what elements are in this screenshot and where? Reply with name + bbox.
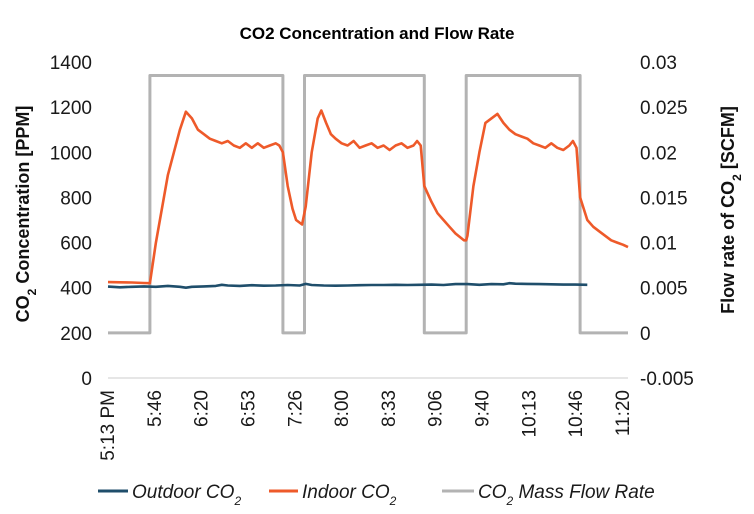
x-tick-label: 7:26 bbox=[285, 390, 306, 427]
legend-label: CO2 Mass Flow Rate bbox=[478, 482, 655, 508]
chart-title: CO2 Concentration and Flow Rate bbox=[240, 24, 515, 43]
x-tick-label: 10:46 bbox=[566, 390, 587, 438]
series-line-outdoor-co2 bbox=[107, 281, 588, 289]
y-left-tick-label: 1200 bbox=[50, 98, 92, 119]
legend-label: Indoor CO2 bbox=[302, 482, 397, 508]
y-right-tick-label: 0.01 bbox=[640, 234, 677, 255]
series-layer bbox=[107, 74, 629, 335]
x-tick-label: 5:46 bbox=[145, 390, 166, 427]
x-tick-label: 8:00 bbox=[332, 390, 353, 427]
y-right-tick-label: -0.005 bbox=[640, 369, 694, 390]
y-right-tick-label: 0.03 bbox=[640, 53, 677, 74]
x-tick-label: 6:20 bbox=[192, 390, 213, 427]
y-left-tick-label: 1400 bbox=[50, 53, 92, 74]
y-left-tick-label: 400 bbox=[60, 279, 92, 300]
y-left-tick-label: 600 bbox=[60, 234, 92, 255]
x-tick-label: 10:13 bbox=[519, 390, 540, 438]
series-line-indoor-co2 bbox=[107, 109, 629, 285]
x-ticks: 5:13 PM 5:46 6:20 6:53 7:26 8:00 8:33 9:06 9:40 1… bbox=[98, 390, 634, 461]
legend-label: Outdoor CO2 bbox=[132, 482, 241, 508]
y-left-tick-label: 800 bbox=[60, 188, 92, 209]
x-tick-label: 6:53 bbox=[238, 390, 259, 427]
y-right-tick-label: 0.005 bbox=[640, 279, 688, 300]
series-line-co2-mass-flow-rate bbox=[108, 74, 628, 335]
legend: Outdoor CO2 Indoor CO2 CO2 Mass Flow Rate bbox=[98, 482, 655, 508]
y-right-tick-label: 0.015 bbox=[640, 188, 688, 209]
y-right-ticks: -0.005 0 0.005 0.01 0.015 0.02 0.025 0.03 bbox=[640, 53, 694, 390]
y-left-tick-label: 0 bbox=[81, 369, 92, 390]
y-right-tick-label: 0 bbox=[640, 324, 651, 345]
x-tick-label: 11:20 bbox=[613, 390, 634, 436]
x-tick-label: 9:06 bbox=[426, 390, 447, 427]
x-tick-label: 9:40 bbox=[473, 390, 494, 427]
y-right-tick-label: 0.02 bbox=[640, 143, 677, 164]
y-left-ticks: 0 200 400 600 800 1000 1200 1400 bbox=[50, 53, 92, 390]
x-tick-label: 5:13 PM bbox=[98, 390, 119, 461]
y-axis-left-label: CO2 Concentration [PPM] bbox=[13, 106, 39, 323]
y-axis-right-label: Flow rate of CO2 [SCFM] bbox=[718, 106, 744, 314]
x-tick-label: 8:33 bbox=[379, 390, 400, 427]
y-left-tick-label: 200 bbox=[60, 324, 92, 345]
y-right-tick-label: 0.025 bbox=[640, 98, 688, 119]
y-left-tick-label: 1000 bbox=[50, 143, 92, 164]
